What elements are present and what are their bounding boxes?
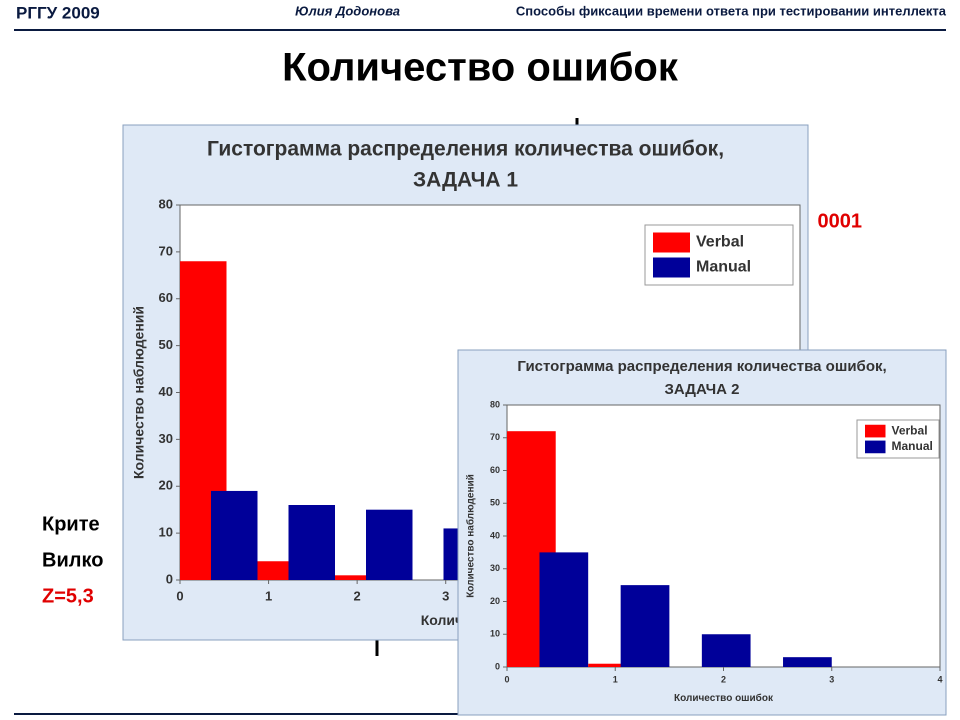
y-tick-label: 60	[490, 465, 500, 475]
y-tick-label: 50	[490, 498, 500, 508]
y-axis-label: Количество наблюдений	[131, 306, 147, 479]
chart: Гистограмма распределения количества оши…	[457, 349, 947, 716]
x-tick-label: 0	[504, 674, 509, 684]
y-tick-label: 80	[490, 399, 500, 409]
legend-swatch	[653, 257, 690, 278]
chart-title: ЗАДАЧА 1	[413, 169, 518, 192]
y-tick-label: 50	[159, 337, 173, 352]
bar	[539, 552, 589, 667]
chart-title: ЗАДАЧА 2	[664, 381, 739, 398]
background-text: 0001	[818, 210, 863, 232]
x-tick-label: 3	[829, 674, 834, 684]
slide-title: Количество ошибок	[282, 46, 679, 90]
y-tick-label: 10	[490, 629, 500, 639]
y-tick-label: 70	[490, 432, 500, 442]
header-left: РГГУ 2009	[16, 3, 100, 22]
x-axis-label: Количество ошибок	[674, 692, 774, 704]
y-tick-label: 30	[159, 431, 173, 446]
x-tick-label: 2	[354, 588, 361, 603]
charts: Гистограмма распределения количества оши…	[122, 124, 947, 716]
y-tick-label: 80	[159, 196, 173, 211]
bar	[588, 663, 637, 667]
chart-title: Гистограмма распределения количества оши…	[517, 358, 886, 375]
y-tick-label: 0	[495, 661, 500, 671]
header-author: Юлия Додонова	[295, 3, 400, 18]
chart-title: Гистограмма распределения количества оши…	[207, 138, 724, 161]
legend-swatch	[653, 232, 690, 253]
background-text: Z=5,3	[42, 585, 94, 607]
y-tick-label: 70	[159, 243, 173, 258]
y-tick-label: 30	[490, 563, 500, 573]
x-tick-label: 1	[265, 588, 272, 603]
y-axis-label: Количество наблюдений	[465, 474, 477, 598]
y-tick-label: 40	[159, 384, 173, 399]
y-tick-label: 10	[159, 525, 173, 540]
bar	[211, 490, 258, 580]
background-text: Крите	[42, 513, 100, 535]
x-tick-label: 0	[176, 588, 183, 603]
bar	[620, 585, 670, 667]
bar	[288, 505, 335, 580]
y-tick-label: 40	[490, 530, 500, 540]
legend-label: Verbal	[892, 423, 928, 437]
background-text: Вилко	[42, 549, 103, 571]
legend-swatch	[865, 440, 886, 454]
legend-label: Manual	[892, 439, 933, 453]
x-tick-label: 4	[937, 674, 942, 684]
bar	[701, 634, 751, 667]
y-tick-label: 20	[490, 596, 500, 606]
x-tick-label: 3	[442, 588, 449, 603]
y-tick-label: 60	[159, 290, 173, 305]
bar	[335, 575, 382, 580]
y-tick-label: 20	[159, 478, 173, 493]
legend-label: Manual	[696, 259, 751, 276]
bar	[783, 657, 832, 667]
legend-swatch	[865, 424, 886, 438]
legend-label: Verbal	[696, 234, 744, 251]
header-topic: Способы фиксации времени ответа при тест…	[516, 3, 947, 18]
x-tick-label: 2	[721, 674, 726, 684]
x-tick-label: 1	[613, 674, 618, 684]
bar	[366, 509, 413, 580]
y-tick-label: 0	[166, 571, 173, 586]
